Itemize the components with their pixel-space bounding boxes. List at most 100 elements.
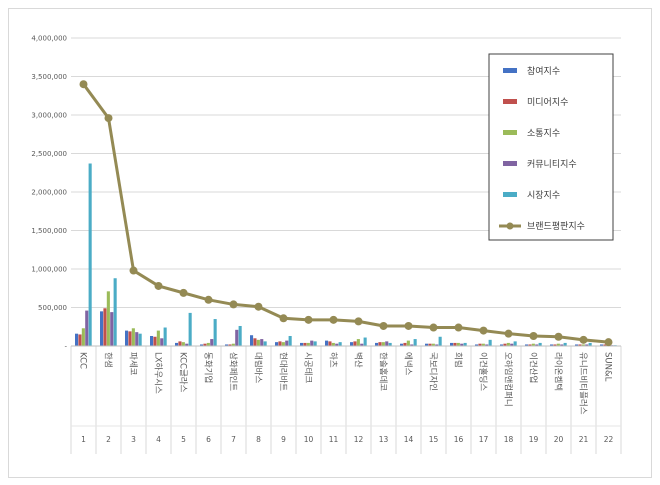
bar [213, 319, 217, 346]
bar [438, 336, 442, 346]
category-label: 하츠 [328, 352, 339, 368]
category-label: LX하우시스 [153, 352, 164, 394]
bar [403, 342, 407, 346]
line-marker [404, 321, 413, 330]
legend-swatch [503, 192, 517, 197]
category-label: 유니드비티플러스 [578, 352, 589, 415]
bar [256, 339, 260, 346]
bar [406, 340, 410, 346]
bar [356, 339, 360, 346]
line-marker [429, 323, 438, 332]
bar [175, 342, 179, 346]
rank-label: 22 [604, 435, 614, 444]
bar [481, 343, 485, 346]
line-marker [179, 288, 188, 297]
bar [478, 343, 482, 346]
legend-label: 시장지수 [527, 190, 560, 201]
bar [278, 341, 282, 346]
bar [106, 291, 110, 346]
y-tick-label: - [64, 343, 67, 351]
bar [128, 331, 132, 346]
bar [150, 335, 154, 346]
line-marker [579, 335, 588, 344]
line-marker [254, 302, 263, 311]
bar [285, 340, 289, 346]
rank-label: 2 [106, 435, 111, 444]
chart-frame: 4,000,000 3,500,000 3,000,000 2,500,000 2,00… [8, 8, 652, 478]
line-marker [379, 321, 388, 330]
bar [110, 312, 114, 346]
bar [553, 344, 557, 346]
bar [188, 312, 192, 346]
bar [181, 342, 185, 346]
bar [260, 339, 264, 346]
bar [288, 335, 292, 346]
y-tick-label: 3,000,000 [31, 112, 67, 120]
bar [235, 329, 239, 346]
bar [460, 343, 464, 346]
bar [81, 328, 85, 346]
brand-reputation-chart: 4,000,000 3,500,000 3,000,000 2,500,000 2,00… [31, 35, 622, 454]
bar [535, 344, 539, 346]
bar [425, 343, 429, 346]
bar [463, 342, 467, 346]
bar [253, 338, 257, 346]
rank-label: 19 [529, 435, 539, 444]
category-label: 이건홀딩스 [478, 352, 489, 391]
bar [203, 343, 207, 346]
bar [600, 344, 604, 346]
bar [178, 341, 182, 346]
bar [531, 343, 535, 346]
bar [238, 325, 242, 346]
y-tick-label: 1,500,000 [31, 227, 67, 235]
series-line [82, 83, 609, 344]
line-marker [354, 317, 363, 326]
legend-swatch [503, 130, 517, 135]
rank-label: 17 [479, 435, 489, 444]
bar [163, 327, 167, 346]
category-label: 한솔홈데코 [378, 352, 389, 391]
category-label: SUN&L [603, 352, 613, 382]
y-tick-label: 3,500,000 [31, 73, 67, 81]
bar [488, 339, 492, 346]
rank-label: 9 [281, 435, 286, 444]
line-marker [604, 338, 613, 347]
bar [335, 343, 339, 346]
category-label: 에넥스 [403, 352, 414, 376]
bar [485, 344, 489, 346]
bar [528, 344, 532, 346]
category-label: 국보디자인 [428, 352, 439, 391]
line-marker [554, 332, 563, 341]
rank-label: 13 [379, 435, 389, 444]
bar [585, 344, 589, 346]
rank-label: 6 [206, 435, 211, 444]
bar [250, 335, 254, 346]
legend-swatch [503, 99, 517, 104]
rank-label: 3 [131, 435, 136, 444]
bar [78, 334, 82, 346]
bar [160, 338, 164, 346]
bar [306, 342, 310, 346]
line-marker [79, 80, 88, 89]
bar [475, 344, 479, 346]
category-label: 이건산업 [528, 352, 539, 383]
y-tick-label: 2,500,000 [31, 150, 67, 158]
bar [131, 328, 135, 346]
bar [225, 344, 229, 346]
line-marker [154, 281, 163, 290]
bar [556, 343, 560, 346]
bar [303, 342, 307, 346]
bar [453, 342, 457, 346]
rank-label: 11 [329, 435, 339, 444]
category-label: 시공테크 [303, 352, 313, 383]
bar [575, 344, 579, 346]
bar [353, 341, 357, 346]
bar [510, 343, 514, 346]
bar [450, 342, 454, 346]
legend-label: 브랜드평판지수 [527, 221, 585, 232]
rank-label: 1 [81, 435, 86, 444]
category-label: 파세코 [128, 352, 138, 376]
category-label: KCC글라스 [178, 352, 188, 393]
rank-label: 16 [454, 435, 464, 444]
line-marker [229, 300, 238, 309]
